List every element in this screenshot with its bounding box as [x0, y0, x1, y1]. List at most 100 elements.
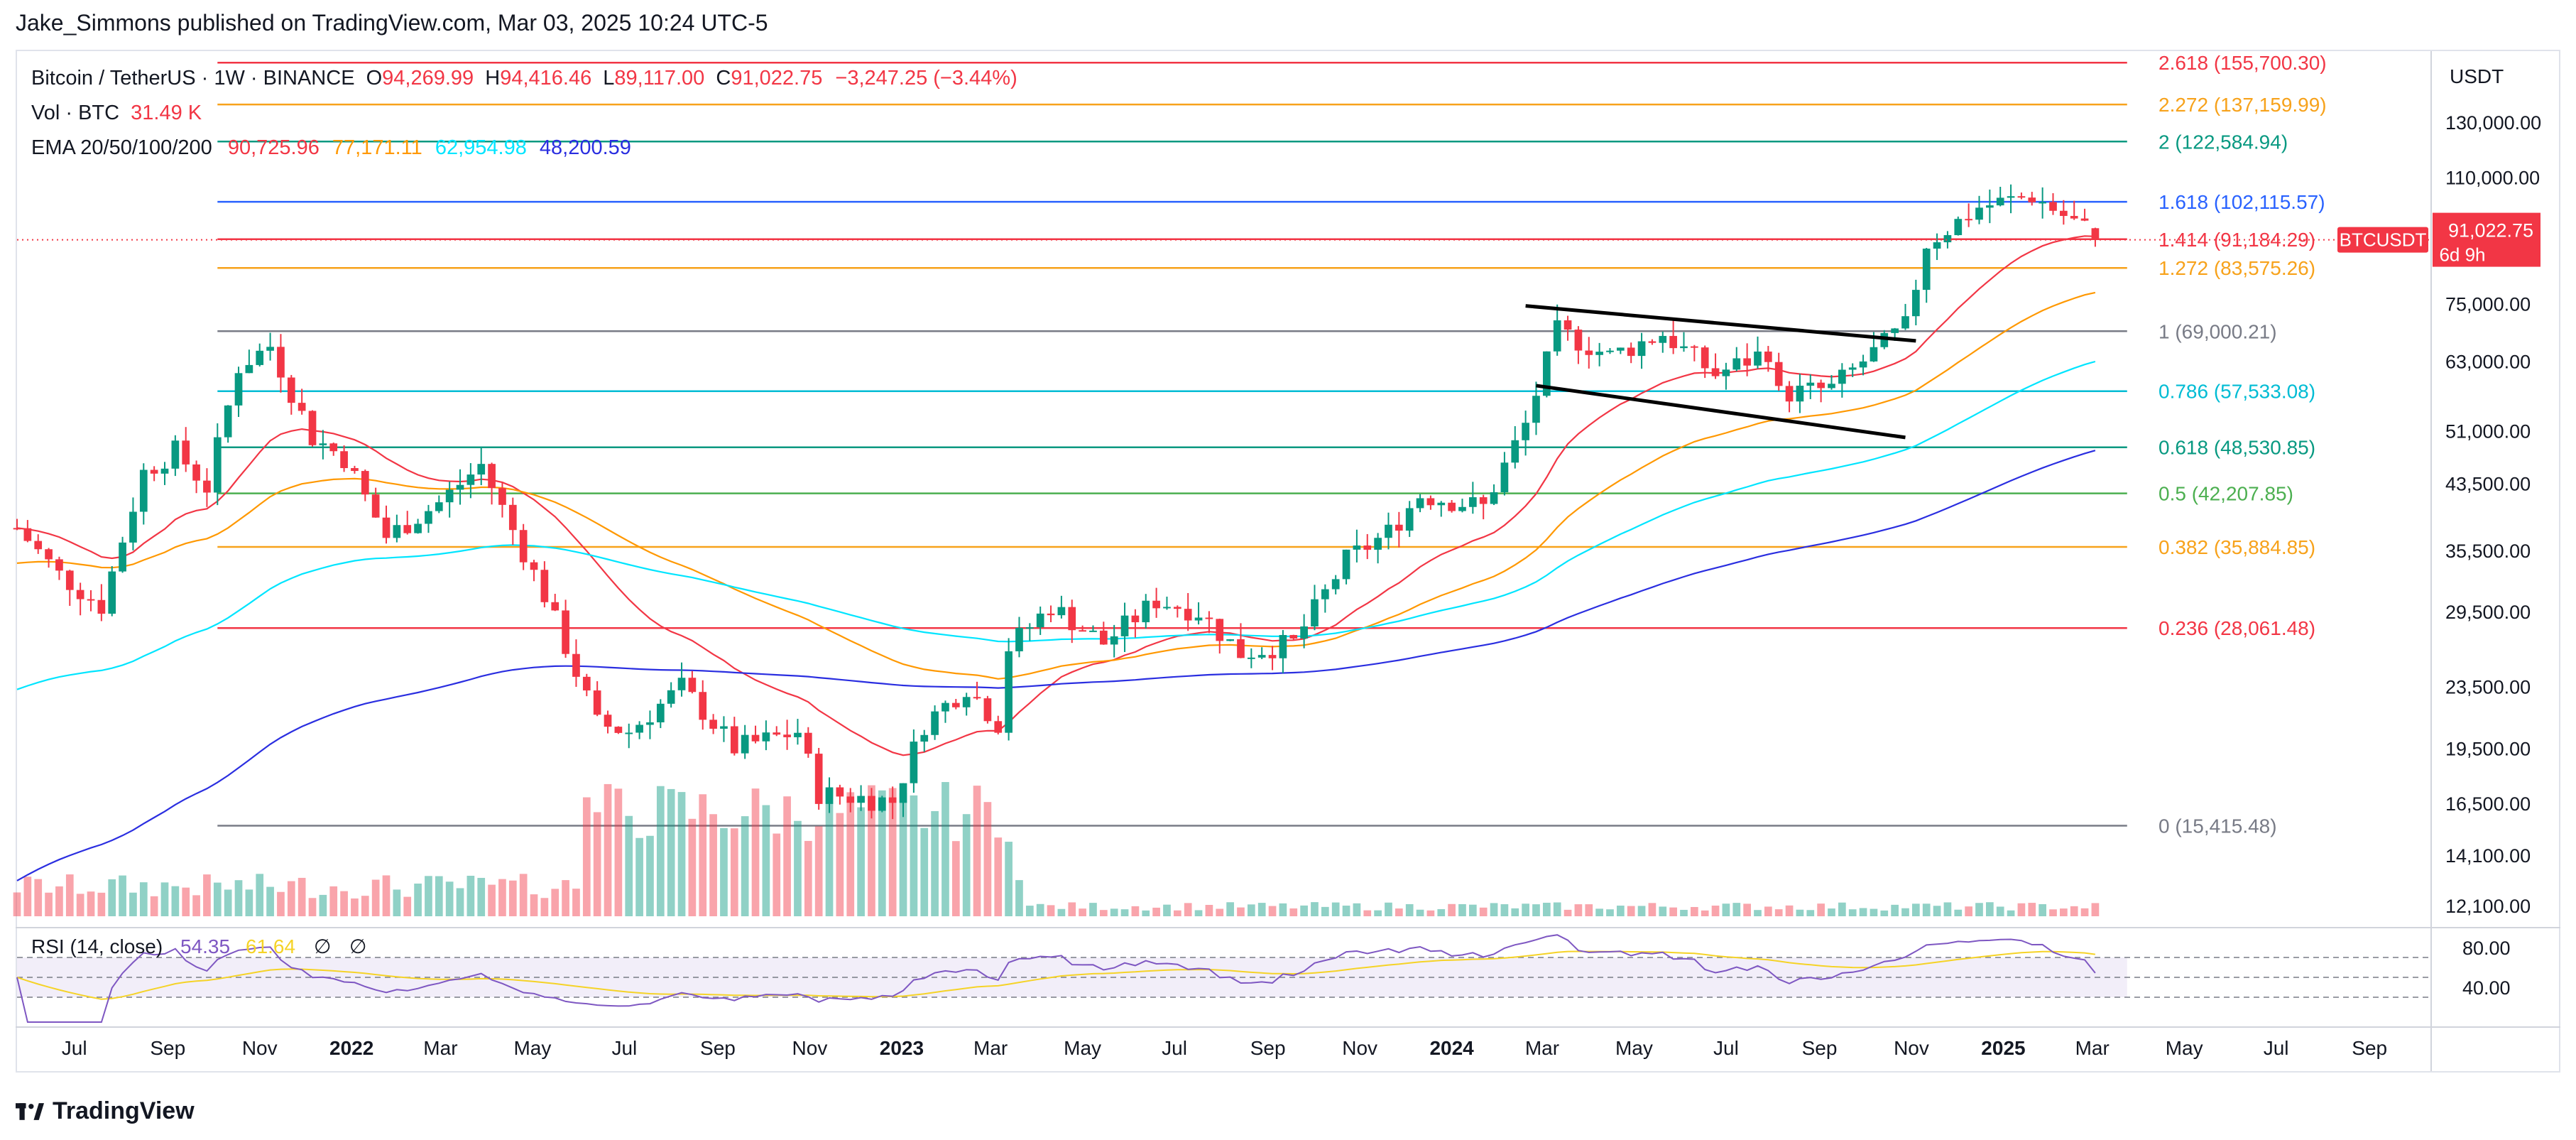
volume-bar — [962, 814, 971, 916]
time-tick-label: Nov — [242, 1037, 278, 1059]
trendline[interactable] — [1525, 304, 1916, 343]
candle-body — [614, 727, 623, 733]
candle-body — [1385, 524, 1392, 538]
candle-body — [741, 734, 749, 754]
legend-close-label: C — [716, 67, 731, 89]
volume-bar — [614, 788, 623, 916]
fib-level-label: 0.236 (28,061.48) — [2159, 617, 2315, 639]
candle-body — [1500, 462, 1509, 493]
volume-bar — [1585, 904, 1593, 916]
candle-body — [1965, 219, 1972, 221]
price-tick-label: 19,500.00 — [2445, 738, 2531, 759]
volume-bar — [994, 837, 1003, 916]
legend-symbol[interactable]: Bitcoin / TetherUS · 1W · BINANCE — [31, 67, 355, 89]
candle-body — [942, 702, 949, 712]
candle-body — [983, 698, 992, 722]
volume-bar — [371, 879, 380, 916]
candle-body — [203, 480, 211, 493]
volume-bar — [150, 896, 158, 916]
volume-bar — [804, 840, 812, 916]
legend-volume-value: 31.49 K — [131, 102, 202, 124]
volume-bar — [234, 880, 243, 916]
candle-body — [1785, 386, 1794, 402]
rsi-label[interactable]: RSI (14, close) — [31, 935, 163, 957]
candle-body — [1585, 350, 1593, 355]
volume-bar — [87, 891, 95, 916]
volume-bar — [1385, 902, 1392, 916]
volume-bar — [942, 782, 949, 916]
time-tick-label: May — [2166, 1037, 2203, 1059]
price-tag[interactable] — [2433, 212, 2540, 267]
trendline[interactable] — [1536, 384, 1906, 440]
volume-bar — [308, 898, 317, 916]
time-tick-label: May — [1615, 1037, 1653, 1059]
legend-ema-row[interactable]: EMA 20/50/100/200 90,725.96 77,171.11 62… — [31, 131, 1017, 165]
volume-bar — [425, 876, 432, 916]
volume-bar — [593, 812, 601, 916]
candle-body — [1205, 617, 1213, 619]
volume-bar — [34, 879, 43, 916]
price-tick-label: 35,500.00 — [2445, 541, 2531, 562]
candle-body — [1532, 396, 1540, 423]
candle-body — [1416, 498, 1424, 509]
candle-body — [2080, 218, 2089, 221]
volume-bar — [1353, 903, 1361, 916]
candle-body — [171, 440, 180, 469]
candle-body — [139, 469, 148, 512]
legend-ema20: 90,725.96 — [227, 136, 320, 159]
time-tick-label: Mar — [2075, 1037, 2110, 1059]
legend-ema-label[interactable]: EMA 20/50/100/200 — [31, 136, 212, 159]
volume-bar — [625, 815, 633, 916]
volume-bar — [540, 898, 549, 916]
volume-bar — [1859, 908, 1867, 916]
volume-bar — [1774, 909, 1783, 916]
legend-symbol-row[interactable]: Bitcoin / TetherUS · 1W · BINANCE O94,26… — [31, 61, 1017, 96]
candle-body — [868, 796, 875, 811]
ema-100-line — [16, 360, 2096, 690]
legend-volume-label[interactable]: Vol · BTC — [31, 102, 120, 124]
tradingview-logo[interactable]: TradingView — [16, 1097, 195, 1125]
volume-bar — [1500, 904, 1509, 916]
time-tick-label: Jul — [1713, 1037, 1739, 1059]
volume-bar — [951, 841, 960, 916]
candle-body — [562, 610, 569, 654]
volume-bar — [1005, 842, 1013, 916]
volume-bar — [340, 891, 348, 916]
volume-bar — [783, 796, 791, 916]
candle-body — [794, 732, 802, 737]
price-tick-label: 12,100.00 — [2445, 896, 2531, 917]
legend-volume-row[interactable]: Vol · BTC 31.49 K — [31, 96, 1017, 131]
price-tick-label: 63,000.00 — [2445, 352, 2531, 373]
volume-bar — [139, 882, 148, 916]
legend-low-label: L — [603, 67, 615, 89]
candle-body — [1996, 197, 2004, 206]
candle-body — [2007, 196, 2015, 198]
currency-label[interactable]: USDT — [2450, 65, 2504, 87]
volume-bar — [1553, 902, 1561, 916]
volume-bar — [814, 826, 823, 916]
volume-bar — [931, 810, 939, 916]
volume-bar — [1184, 903, 1192, 916]
volume-bar — [119, 875, 126, 916]
rsi-value: 54.35 — [180, 935, 230, 957]
volume-bar — [466, 875, 475, 916]
volume-bar — [1089, 903, 1097, 916]
volume-bar — [1690, 906, 1698, 916]
candle-body — [973, 697, 981, 699]
candle-body — [329, 443, 338, 452]
time-tick-label: Mar — [1525, 1037, 1559, 1059]
candle-body — [2070, 216, 2078, 219]
candle-body — [814, 754, 823, 804]
candle-body — [1743, 358, 1751, 366]
candle-body — [1595, 352, 1603, 355]
volume-bar — [1595, 908, 1603, 916]
volume-bar — [256, 874, 264, 916]
volume-bar — [393, 889, 401, 916]
candle-body — [1099, 630, 1108, 645]
candle-body — [2017, 196, 2026, 198]
volume-bar — [403, 896, 412, 916]
candle-body — [1490, 492, 1498, 504]
chart-frame[interactable] — [16, 50, 2560, 1073]
candle-body — [1047, 613, 1055, 616]
